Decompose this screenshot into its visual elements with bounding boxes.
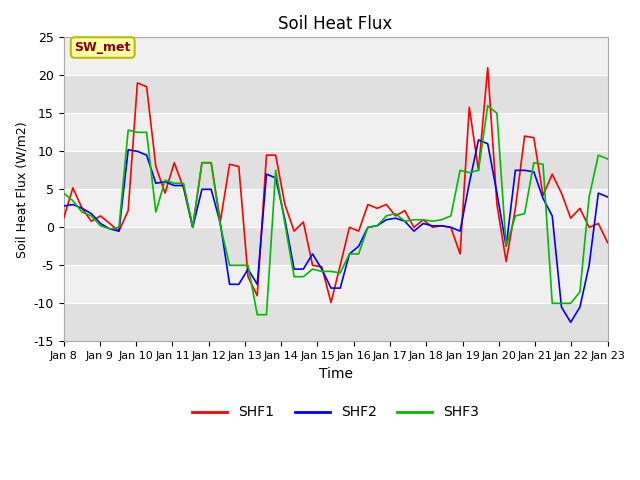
Bar [63, 151, 607, 189]
Bar [63, 228, 607, 265]
Y-axis label: Soil Heat Flux (W/m2): Soil Heat Flux (W/m2) [15, 121, 28, 258]
Line: SHF3: SHF3 [63, 106, 607, 315]
SHF3 [60, 190, 67, 196]
SHF3 [253, 312, 261, 318]
SHF3 [410, 217, 418, 223]
X-axis label: Time: Time [319, 367, 353, 381]
SHF3 [216, 223, 224, 228]
SHF3 [604, 156, 611, 162]
Bar [63, 303, 607, 341]
SHF3 [484, 103, 492, 108]
SHF3 [198, 160, 206, 166]
SHF2 [244, 266, 252, 272]
SHF2 [235, 281, 243, 287]
SHF1 [484, 65, 492, 71]
SHF1 [152, 164, 160, 169]
SHF2 [401, 218, 408, 224]
Line: SHF2: SHF2 [63, 140, 607, 322]
SHF1 [244, 274, 252, 279]
Title: Soil Heat Flux: Soil Heat Flux [278, 15, 393, 33]
SHF3 [244, 263, 252, 268]
SHF1 [410, 225, 418, 230]
SHF2 [475, 137, 483, 143]
Bar [63, 75, 607, 113]
SHF2 [60, 203, 67, 209]
Legend: SHF1, SHF2, SHF3: SHF1, SHF2, SHF3 [187, 400, 484, 425]
Bar [63, 113, 607, 151]
SHF2 [198, 186, 206, 192]
SHF2 [567, 319, 575, 325]
SHF2 [152, 180, 160, 186]
SHF2 [604, 194, 611, 200]
SHF3 [152, 209, 160, 215]
SHF1 [604, 240, 611, 245]
SHF3 [235, 263, 243, 268]
SHF1 [198, 160, 206, 166]
SHF2 [216, 221, 224, 227]
SHF1 [235, 164, 243, 169]
Bar [63, 265, 607, 303]
Text: SW_met: SW_met [74, 41, 131, 54]
SHF1 [216, 218, 224, 224]
Bar [63, 37, 607, 75]
SHF1 [60, 216, 67, 221]
Bar [63, 189, 607, 228]
Line: SHF1: SHF1 [63, 68, 607, 302]
SHF1 [327, 300, 335, 305]
